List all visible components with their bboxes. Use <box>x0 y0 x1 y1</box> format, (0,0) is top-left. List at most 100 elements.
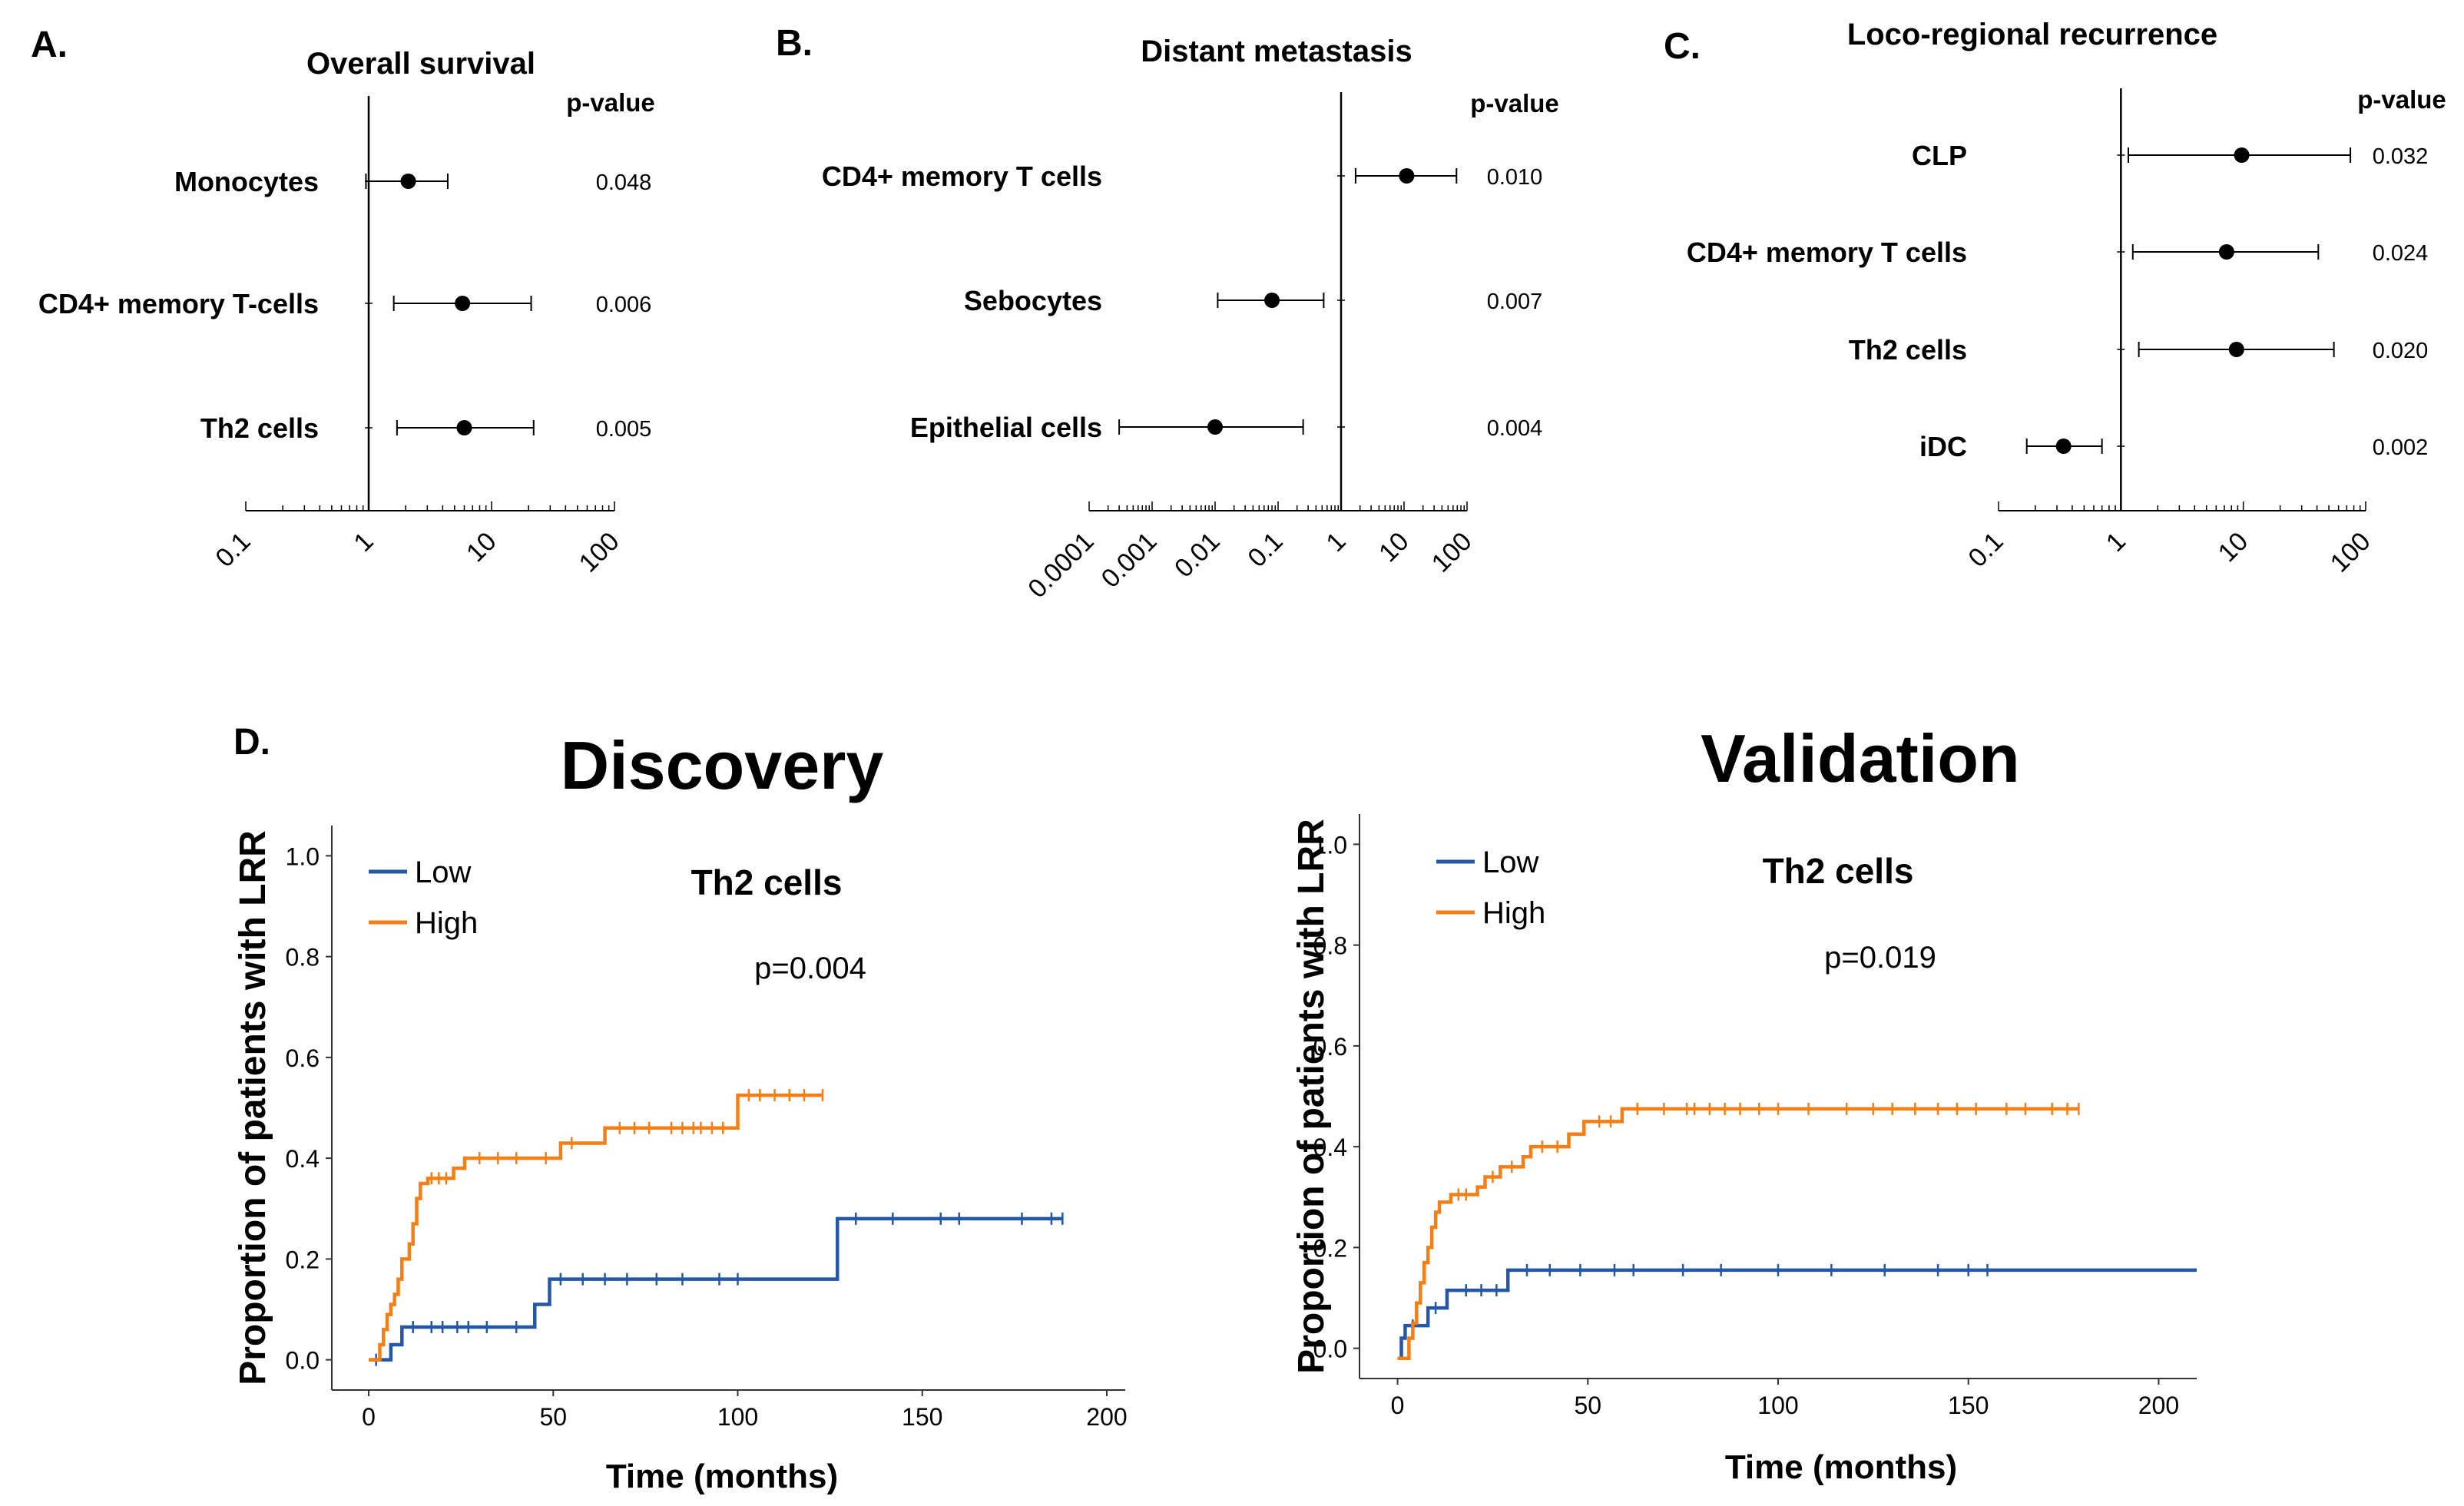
point-estimate <box>400 174 416 189</box>
point-estimate <box>1399 168 1415 184</box>
point-estimate <box>2228 342 2244 357</box>
forest-plot-c: Loco-regional recurrence p-value 0.1 1 10 100… <box>1687 18 2446 578</box>
y-tick-label: 0.0 <box>286 1347 320 1375</box>
point-estimate <box>455 296 471 311</box>
point-estimate <box>2234 147 2250 163</box>
y-tick-label: 1.0 <box>1313 831 1347 859</box>
x-axis-label: Time (months) <box>1725 1448 1957 1486</box>
row-pvalue: 0.007 <box>1487 290 1543 314</box>
km-curve-high <box>369 1093 823 1362</box>
y-tick-label: 1.0 <box>286 842 320 870</box>
row-pvalue: 0.002 <box>2373 435 2429 460</box>
row-label: Th2 cells <box>1849 334 1967 366</box>
x-tick-label: 50 <box>1574 1392 1601 1419</box>
point-estimate <box>2218 244 2234 260</box>
x-tick-label: 0.01 <box>1169 527 1226 584</box>
legend-label-high: High <box>1482 896 1545 930</box>
legend-label-low: Low <box>1482 846 1538 879</box>
x-tick-label: 0 <box>362 1403 376 1431</box>
pvalue-header: p-value <box>2357 85 2446 114</box>
y-tick-label: 0.4 <box>286 1145 320 1173</box>
p-value-annotation: p=0.019 <box>1824 941 1936 975</box>
x-tick-label: 100 <box>1757 1392 1798 1419</box>
point-estimate <box>1207 419 1223 435</box>
chart-subtitle: Th2 cells <box>1763 851 1914 891</box>
x-tick-label: 0.1 <box>1242 527 1288 573</box>
point-estimate <box>1264 293 1280 308</box>
km-plot-discovery: Discovery Th2 cells p=0.004 0.0 0.2 0.4 0.6 0.8… <box>233 727 1128 1495</box>
row-label: CD4+ memory T cells <box>822 161 1102 192</box>
y-axis-label: Proportion of patients with LRR <box>1291 819 1332 1374</box>
x-tick-label: 100 <box>2325 527 2376 578</box>
forest-plot-a: Overall survival p-value 0.1 1 10 100 Monocyte… <box>38 47 655 578</box>
chart-title: Validation <box>1701 720 2020 796</box>
y-tick-label: 0.6 <box>1313 1033 1347 1061</box>
panel-letter-d: D. <box>233 722 270 763</box>
forest-title: Loco-regional recurrence <box>1847 18 2217 51</box>
row-label: Epithelial cells <box>910 412 1102 443</box>
x-tick-label: 1 <box>348 527 379 558</box>
row-pvalue: 0.024 <box>2373 241 2429 266</box>
row-label: Monocytes <box>174 166 319 197</box>
y-tick-label: 0.6 <box>286 1044 320 1072</box>
x-tick-label: 100 <box>717 1403 758 1431</box>
x-tick-label: 100 <box>1426 527 1478 578</box>
row-pvalue: 0.005 <box>596 417 652 442</box>
x-tick-label: 10 <box>461 527 502 568</box>
chart-title: Discovery <box>561 727 884 803</box>
y-tick-label: 0.8 <box>1313 932 1347 960</box>
km-curve-low <box>1397 1268 2197 1360</box>
legend-label-low: Low <box>415 856 471 889</box>
forest-title: Overall survival <box>306 47 535 81</box>
km-curve-high <box>1397 1107 2079 1360</box>
x-tick-label: 100 <box>574 527 625 578</box>
y-tick-label: 0.2 <box>1313 1234 1347 1262</box>
x-tick-label: 0.0001 <box>1022 527 1099 604</box>
pvalue-header: p-value <box>1470 89 1559 118</box>
x-tick-label: 1 <box>1320 527 1351 558</box>
legend-label-high: High <box>415 906 478 940</box>
y-tick-label: 0.2 <box>286 1246 320 1273</box>
panel-letter-a: A. <box>31 25 68 65</box>
row-label: CD4+ memory T cells <box>1687 237 1967 268</box>
x-tick-label: 0.1 <box>210 527 256 573</box>
y-tick-label: 0.8 <box>286 944 320 971</box>
pvalue-header: p-value <box>566 88 655 117</box>
row-pvalue: 0.020 <box>2373 339 2429 363</box>
x-tick-label: 1 <box>2101 527 2131 558</box>
row-label: CD4+ memory T-cells <box>38 288 319 319</box>
y-tick-label: 0.4 <box>1313 1134 1347 1161</box>
km-plot-validation: Validation Th2 cells p=0.019 0.0 0.2 0.4 0.6 0.… <box>1291 720 2197 1486</box>
row-label: CLP <box>1912 140 1967 171</box>
row-pvalue: 0.006 <box>596 293 652 317</box>
point-estimate <box>2055 439 2072 454</box>
point-estimate <box>456 420 472 435</box>
x-tick-label: 50 <box>539 1403 567 1431</box>
row-label: iDC <box>1919 431 1967 462</box>
x-tick-label: 200 <box>2138 1392 2179 1419</box>
row-label: Sebocytes <box>964 285 1102 316</box>
x-tick-label: 150 <box>1948 1392 1989 1419</box>
row-label: Th2 cells <box>200 412 319 444</box>
y-axis-label: Proportion of patients with LRR <box>233 830 273 1385</box>
y-tick-label: 0.0 <box>1313 1336 1347 1363</box>
forest-title: Distant metastasis <box>1141 35 1412 68</box>
x-tick-label: 0 <box>1391 1392 1405 1419</box>
x-tick-label: 10 <box>1373 527 1415 568</box>
row-pvalue: 0.048 <box>596 170 652 195</box>
row-pvalue: 0.010 <box>1487 165 1543 190</box>
p-value-annotation: p=0.004 <box>754 952 866 985</box>
panel-letter-b: B. <box>776 23 813 64</box>
x-tick-label: 150 <box>902 1403 942 1431</box>
row-pvalue: 0.032 <box>2373 144 2429 169</box>
x-tick-label: 200 <box>1086 1403 1127 1431</box>
km-curve-low <box>369 1216 1063 1362</box>
panel-letter-c: C. <box>1664 26 1701 67</box>
chart-subtitle: Th2 cells <box>691 862 843 902</box>
x-axis-label: Time (months) <box>606 1458 838 1495</box>
x-tick-label: 0.1 <box>1962 527 2009 573</box>
x-tick-label: 10 <box>2213 527 2254 568</box>
x-tick-label: 0.001 <box>1096 527 1163 594</box>
